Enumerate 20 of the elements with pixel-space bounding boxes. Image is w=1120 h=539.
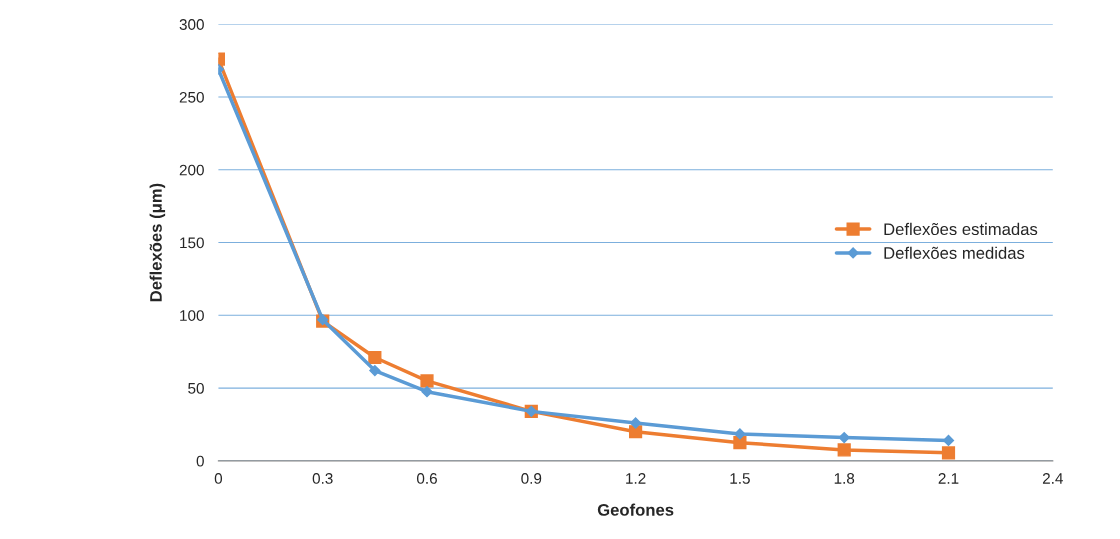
x-tick-label: 0 (214, 473, 223, 484)
x-tick-label: 2.1 (938, 473, 959, 484)
y-tick-label: 150 (180, 237, 204, 249)
x-tick-label: 0.6 (416, 473, 437, 484)
x-axis-title: Geofones (597, 503, 674, 516)
x-tick-label: 1.8 (834, 473, 855, 484)
x-tick-label: 1.5 (730, 473, 750, 484)
legend-label: Deflexões estimadas (884, 222, 1038, 236)
x-tick-label: 2.4 (1042, 473, 1063, 484)
x-tick-label: 0.3 (312, 473, 333, 484)
y-tick-label: 200 (179, 164, 204, 176)
y-tick-label: 50 (188, 382, 204, 394)
y-tick-label: 100 (180, 310, 204, 321)
y-tick-label: 300 (179, 19, 204, 30)
x-tick-label: 1.2 (626, 473, 646, 484)
x-tick-label: 0.9 (521, 473, 542, 484)
y-axis-title: Deflexões (μm) (149, 183, 166, 302)
legend-label: Deflexões medidas (884, 246, 1025, 259)
y-tick-label: 250 (179, 91, 204, 103)
y-tick-label: 0 (196, 455, 204, 467)
